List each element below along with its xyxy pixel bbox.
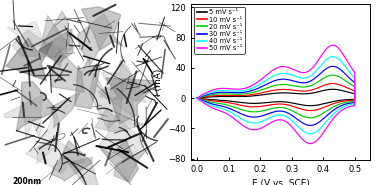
5 mV s⁻¹ [338,99,342,101]
Bar [11,168,48,173]
Line: 30 mV s⁻¹: 30 mV s⁻¹ [197,66,355,125]
Legend: 5 mV s⁻¹, 10 mV s⁻¹, 20 mV s⁻¹, 30 mV s⁻¹, 40 mV s⁻¹, 50 mV s⁻¹: 5 mV s⁻¹, 10 mV s⁻¹, 20 mV s⁻¹, 30 mV s⁻… [194,7,245,54]
50 mV s⁻¹ [332,44,336,46]
20 mV s⁻¹ [248,92,253,94]
50 mV s⁻¹ [195,97,200,99]
Text: 200nm: 200nm [13,177,42,185]
Polygon shape [98,140,138,182]
50 mV s⁻¹ [344,107,349,109]
Polygon shape [77,14,112,64]
40 mV s⁻¹ [195,97,200,99]
40 mV s⁻¹ [237,90,241,92]
Polygon shape [114,147,149,181]
20 mV s⁻¹ [331,74,335,76]
20 mV s⁻¹ [332,74,336,76]
Polygon shape [82,7,123,51]
5 mV s⁻¹ [195,97,200,99]
10 mV s⁻¹ [332,83,336,85]
Polygon shape [7,21,45,48]
Polygon shape [106,78,154,124]
40 mV s⁻¹ [301,77,306,79]
Line: 40 mV s⁻¹: 40 mV s⁻¹ [197,57,355,134]
Polygon shape [90,73,124,129]
40 mV s⁻¹ [195,97,200,99]
Polygon shape [95,109,148,132]
10 mV s⁻¹ [308,110,313,112]
30 mV s⁻¹ [248,90,253,92]
30 mV s⁻¹ [195,97,200,99]
20 mV s⁻¹ [301,86,306,88]
20 mV s⁻¹ [195,97,200,99]
30 mV s⁻¹ [331,65,335,68]
10 mV s⁻¹ [248,94,253,96]
Line: 20 mV s⁻¹: 20 mV s⁻¹ [197,75,355,118]
5 mV s⁻¹ [332,88,336,90]
Polygon shape [16,81,57,132]
50 mV s⁻¹ [195,97,200,99]
Polygon shape [99,115,146,159]
50 mV s⁻¹ [338,111,342,113]
10 mV s⁻¹ [237,95,241,97]
Polygon shape [39,11,70,59]
5 mV s⁻¹ [344,99,349,101]
10 mV s⁻¹ [338,101,342,103]
Polygon shape [99,54,146,102]
50 mV s⁻¹ [237,88,241,90]
Polygon shape [13,30,68,57]
40 mV s⁻¹ [331,56,335,58]
Line: 10 mV s⁻¹: 10 mV s⁻¹ [197,84,355,111]
30 mV s⁻¹ [195,97,200,99]
Line: 5 mV s⁻¹: 5 mV s⁻¹ [197,89,355,106]
10 mV s⁻¹ [195,97,200,99]
50 mV s⁻¹ [248,85,253,88]
5 mV s⁻¹ [331,88,335,90]
Polygon shape [37,111,62,164]
Polygon shape [43,16,73,67]
40 mV s⁻¹ [338,108,342,110]
40 mV s⁻¹ [308,133,313,135]
20 mV s⁻¹ [344,101,349,103]
5 mV s⁻¹ [301,93,306,95]
30 mV s⁻¹ [301,82,306,84]
5 mV s⁻¹ [248,95,253,97]
5 mV s⁻¹ [195,97,200,99]
X-axis label: E (V vs. SCE): E (V vs. SCE) [252,179,310,185]
10 mV s⁻¹ [195,97,200,99]
Polygon shape [6,38,53,81]
Polygon shape [40,29,73,63]
Polygon shape [52,141,93,181]
Polygon shape [67,157,98,185]
50 mV s⁻¹ [308,142,313,145]
10 mV s⁻¹ [331,83,335,85]
30 mV s⁻¹ [237,92,241,94]
Polygon shape [98,61,145,118]
30 mV s⁻¹ [338,105,342,107]
20 mV s⁻¹ [308,117,313,119]
30 mV s⁻¹ [332,65,336,68]
30 mV s⁻¹ [344,103,349,105]
50 mV s⁻¹ [331,44,335,46]
40 mV s⁻¹ [344,105,349,107]
Polygon shape [51,92,80,128]
20 mV s⁻¹ [338,103,342,105]
20 mV s⁻¹ [237,93,241,95]
10 mV s⁻¹ [301,90,306,92]
30 mV s⁻¹ [308,124,313,127]
50 mV s⁻¹ [301,71,306,74]
Polygon shape [51,50,84,92]
40 mV s⁻¹ [248,88,253,90]
Y-axis label: I (mA): I (mA) [154,68,163,95]
10 mV s⁻¹ [344,100,349,102]
Polygon shape [25,138,85,174]
Line: 50 mV s⁻¹: 50 mV s⁻¹ [197,45,355,144]
5 mV s⁻¹ [308,105,313,107]
5 mV s⁻¹ [237,95,241,98]
20 mV s⁻¹ [195,97,200,99]
Polygon shape [4,95,42,141]
Polygon shape [75,57,101,109]
40 mV s⁻¹ [332,56,336,58]
